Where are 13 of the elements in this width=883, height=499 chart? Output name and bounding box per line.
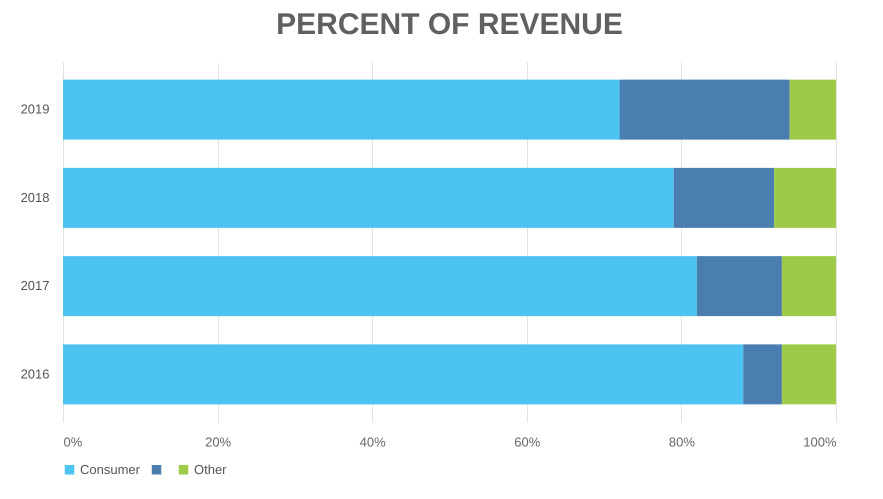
y-tick-label: 2019 xyxy=(20,102,50,117)
x-tick-label: 60% xyxy=(514,434,541,450)
x-tick-label: 80% xyxy=(668,434,696,450)
chart-title: PERCENT OF REVENUE xyxy=(276,8,623,41)
x-tick-label: 40% xyxy=(360,434,386,450)
x-tick-label: 0% xyxy=(64,434,83,450)
legend-label: Other xyxy=(194,462,228,477)
y-tick-label: 2016 xyxy=(20,366,50,382)
x-tick-label: 100% xyxy=(803,434,837,450)
legend-label: Consumer xyxy=(80,462,141,477)
y-tick-label: 2017 xyxy=(20,278,50,294)
y-tick-label: 2018 xyxy=(20,190,50,205)
x-tick-label: 20% xyxy=(205,434,232,450)
